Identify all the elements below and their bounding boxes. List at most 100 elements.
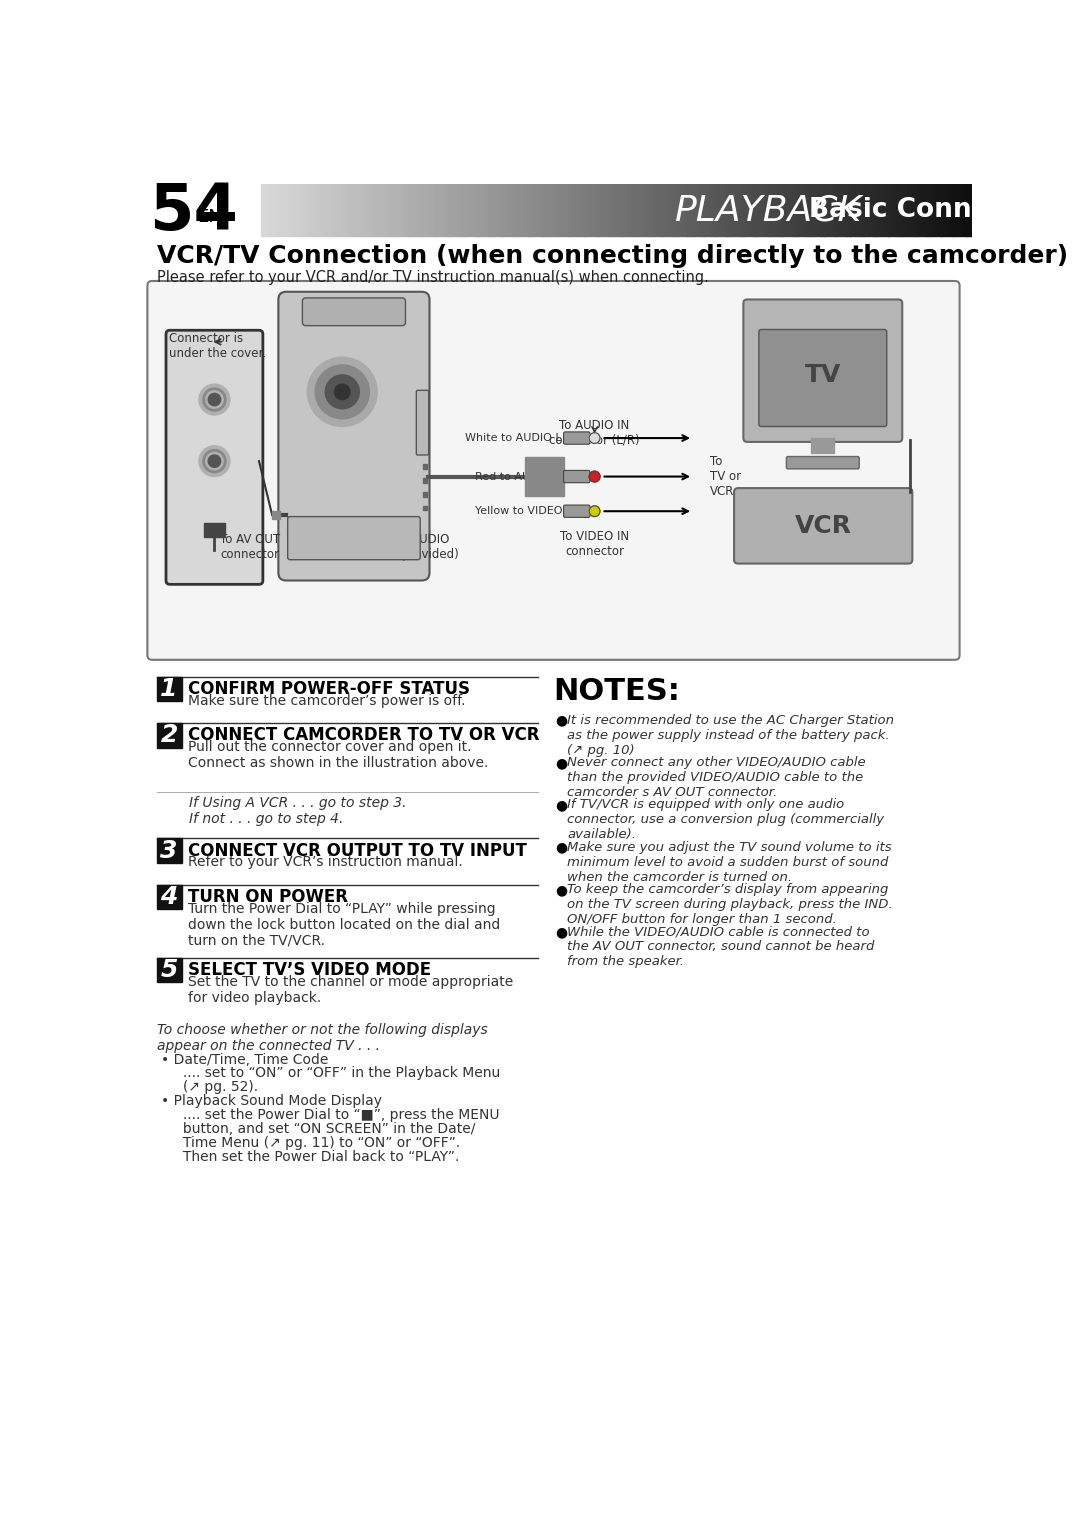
Bar [297, 184, 300, 236]
Bar [801, 184, 805, 236]
Bar [512, 184, 515, 236]
Bar [676, 184, 679, 236]
Bar [540, 184, 543, 236]
Bar [732, 184, 735, 236]
Bar [191, 184, 194, 236]
Bar [588, 184, 590, 236]
Text: Pull out the connector cover and open it.
Connect as shown in the illustration a: Pull out the connector cover and open it… [188, 740, 488, 770]
Bar [489, 184, 492, 236]
Bar [615, 184, 618, 236]
Bar [406, 184, 409, 236]
Bar [333, 184, 336, 236]
Bar [140, 184, 144, 236]
Bar [551, 184, 554, 236]
Bar [721, 184, 724, 236]
Text: Make sure you adjust the TV sound volume to its
minimum level to avoid a sudden : Make sure you adjust the TV sound volume… [567, 840, 892, 883]
Bar [509, 184, 512, 236]
Bar [422, 506, 428, 510]
Text: 3: 3 [161, 839, 178, 863]
Bar [274, 184, 278, 236]
Circle shape [335, 385, 350, 400]
Bar [768, 184, 771, 236]
Bar [835, 184, 838, 236]
Bar [788, 184, 791, 236]
Bar [288, 184, 292, 236]
Bar [447, 184, 450, 236]
Text: VCR/TV Connection (when connecting directly to the camcorder): VCR/TV Connection (when connecting direc… [157, 244, 1068, 268]
Bar [183, 184, 186, 236]
Bar [197, 184, 200, 236]
Bar [598, 184, 602, 236]
Bar [383, 184, 387, 236]
Bar [746, 184, 750, 236]
Bar [375, 184, 378, 236]
Bar [863, 184, 866, 236]
Bar [272, 184, 275, 236]
Bar [651, 184, 654, 236]
Bar [734, 184, 738, 236]
Bar [445, 184, 448, 236]
Bar [422, 492, 428, 497]
Bar [467, 184, 470, 236]
FancyBboxPatch shape [759, 330, 887, 426]
Bar [829, 184, 833, 236]
Text: CONNECT VCR OUTPUT TO TV INPUT: CONNECT VCR OUTPUT TO TV INPUT [188, 842, 527, 860]
Text: ●: ● [555, 799, 567, 812]
Bar [724, 184, 727, 236]
Bar [392, 184, 395, 236]
Bar [634, 184, 637, 236]
Bar [662, 184, 665, 236]
Bar [475, 184, 478, 236]
Bar [366, 184, 369, 236]
Bar [629, 184, 632, 236]
Bar [258, 184, 261, 236]
Bar [213, 184, 216, 236]
Text: 54: 54 [149, 181, 238, 242]
Bar [433, 184, 436, 236]
Text: ●: ● [555, 714, 567, 728]
Bar [255, 184, 258, 236]
Bar [715, 184, 718, 236]
Bar [693, 184, 697, 236]
Bar [322, 184, 325, 236]
Bar [548, 184, 551, 236]
Bar [168, 184, 172, 236]
Bar [894, 184, 897, 236]
Bar [713, 184, 716, 236]
Bar [710, 184, 713, 236]
Text: If TV/VCR is equipped with only one audio
connector, use a conversion plug (comm: If TV/VCR is equipped with only one audi… [567, 799, 885, 842]
FancyBboxPatch shape [416, 391, 429, 455]
FancyBboxPatch shape [564, 471, 590, 483]
Bar [688, 184, 690, 236]
Text: To AUDIO IN
connector (L/R): To AUDIO IN connector (L/R) [550, 419, 639, 446]
Bar [454, 184, 456, 236]
Bar [227, 184, 230, 236]
Text: To VIDEO IN
connector: To VIDEO IN connector [561, 530, 630, 558]
Bar [570, 184, 573, 236]
Bar [400, 184, 403, 236]
Bar [967, 184, 970, 236]
Bar [908, 184, 912, 236]
Text: Time Menu (↗ pg. 11) to “ON” or “OFF”.: Time Menu (↗ pg. 11) to “ON” or “OFF”. [161, 1136, 460, 1150]
Bar [422, 464, 428, 469]
Bar [347, 184, 350, 236]
Bar [567, 184, 570, 236]
Bar [364, 184, 367, 236]
Bar [643, 184, 646, 236]
Bar [308, 184, 311, 236]
Bar [640, 184, 644, 236]
Bar [833, 184, 836, 236]
Bar [461, 184, 464, 236]
Bar [944, 184, 947, 236]
Bar [345, 184, 348, 236]
Bar [815, 184, 819, 236]
Text: CONFIRM POWER-OFF STATUS: CONFIRM POWER-OFF STATUS [188, 679, 470, 698]
Bar [157, 724, 181, 748]
Bar [928, 184, 931, 236]
Bar [939, 184, 942, 236]
Bar [782, 184, 785, 236]
FancyBboxPatch shape [786, 457, 860, 469]
Bar [565, 184, 568, 236]
FancyBboxPatch shape [564, 432, 590, 445]
FancyBboxPatch shape [302, 297, 405, 325]
